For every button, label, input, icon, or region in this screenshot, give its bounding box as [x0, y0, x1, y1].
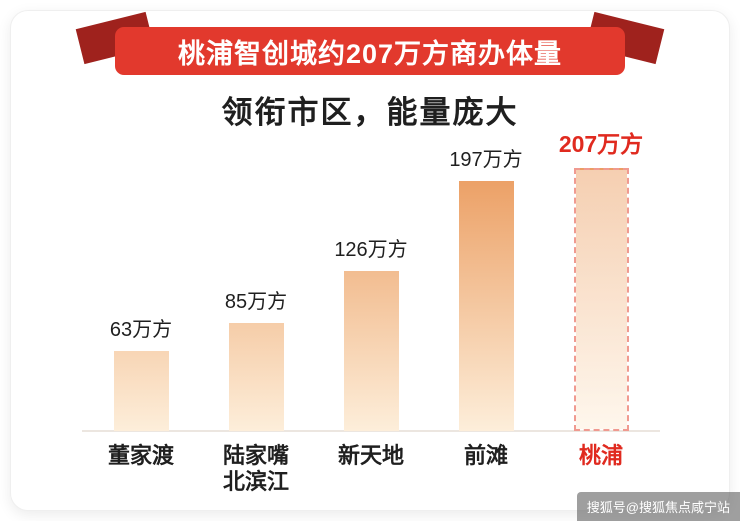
bar-chart: 63万方 董家渡 85万方 陆家嘴 北滨江 126万方 新天地 197万方 前滩 207万方 桃浦 — [82, 131, 660, 494]
bar-column: 63万方董家渡 — [86, 313, 196, 468]
category-label: 董家渡 — [107, 443, 174, 468]
content-card: 桃浦智创城约207万方商办体量 领衔市区，能量庞大 63万方 董家渡 85万方 陆家嘴… — [10, 10, 730, 511]
value-label: 207万方 — [558, 131, 644, 157]
value-label: 63万方 — [109, 319, 173, 341]
x-axis-line — [82, 430, 660, 432]
value-label: 126万方 — [334, 239, 408, 261]
category-label: 桃浦 — [578, 443, 623, 468]
bar-column: 85万方陆家嘴 北滨江 — [201, 285, 311, 494]
bar — [458, 181, 514, 431]
bar — [343, 271, 399, 431]
bar-column: 197万方前滩 — [431, 143, 541, 468]
bar-column: 126万方新天地 — [316, 233, 426, 468]
value-label: 85万方 — [224, 291, 288, 313]
title-ribbon: 桃浦智创城约207万方商办体量 — [75, 11, 665, 75]
bar — [573, 168, 629, 431]
chart-subtitle: 领衔市区，能量庞大 — [221, 95, 519, 130]
bar-column: 207万方桃浦 — [546, 125, 656, 468]
value-label: 197万方 — [449, 149, 523, 171]
category-label: 新天地 — [337, 443, 404, 468]
watermark: 搜狐号@搜狐焦点咸宁站 — [576, 492, 740, 521]
watermark-text: 搜狐号@搜狐焦点咸宁站 — [586, 500, 730, 515]
bar — [228, 323, 284, 431]
category-label: 陆家嘴 北滨江 — [222, 443, 289, 495]
category-label: 前滩 — [463, 443, 508, 468]
chart-title: 桃浦智创城约207万方商办体量 — [115, 27, 625, 75]
bar — [113, 351, 169, 431]
